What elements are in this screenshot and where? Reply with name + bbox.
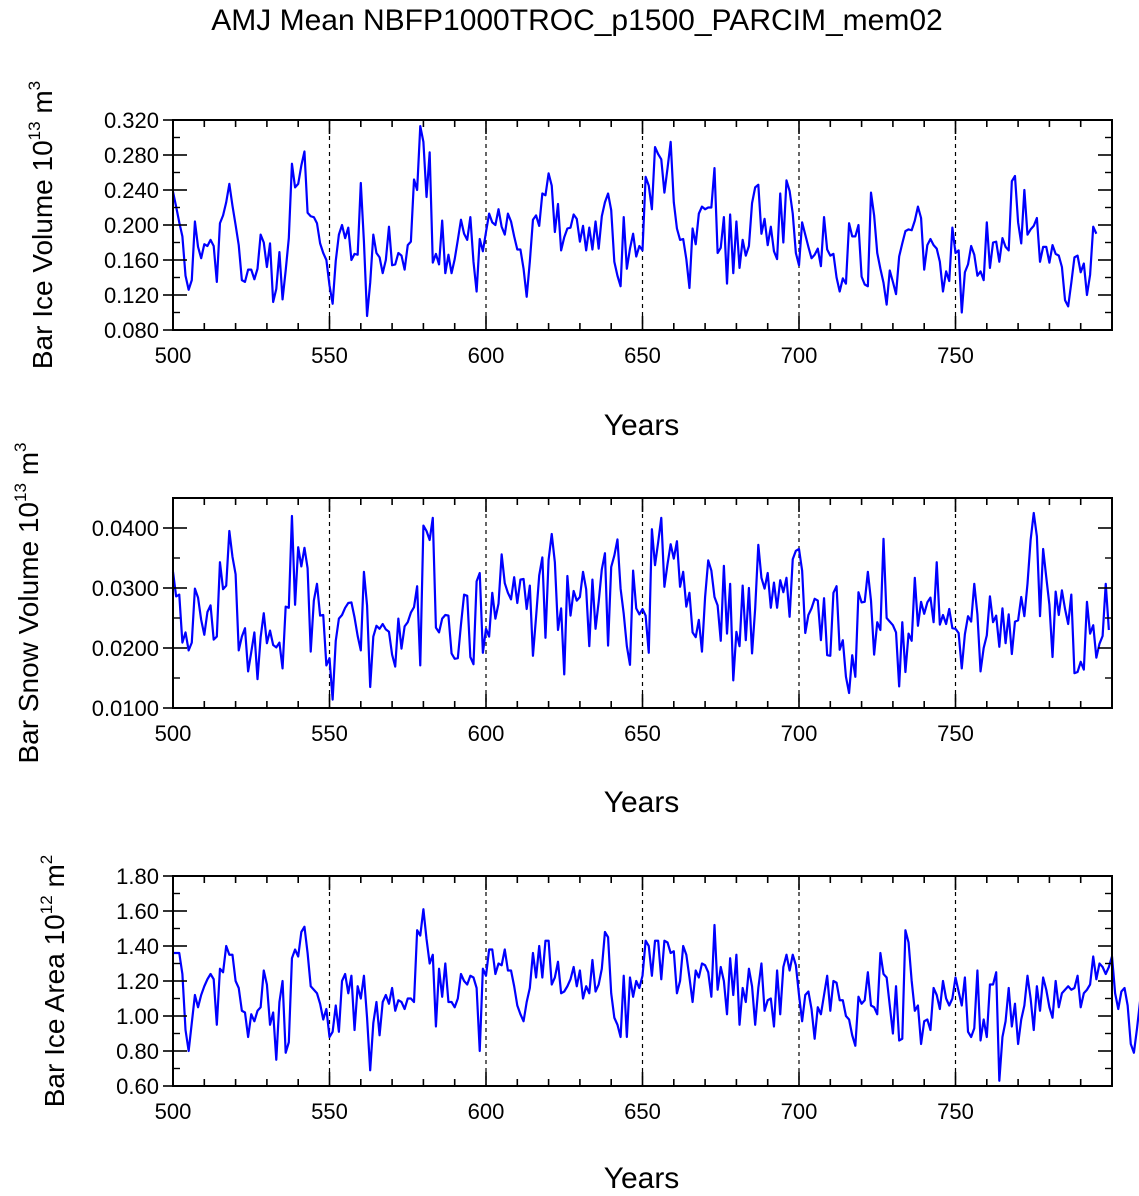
x-tick-label: 750 bbox=[937, 1099, 974, 1124]
figure-title: AMJ Mean NBFP1000TROC_p1500_PARCIM_mem02 bbox=[211, 4, 942, 37]
y-tick-label: 0.0400 bbox=[92, 516, 159, 541]
x-tick-label: 650 bbox=[624, 343, 661, 368]
y-tick-label: 0.160 bbox=[104, 248, 159, 273]
x-tick-label: 550 bbox=[311, 721, 348, 746]
x-tick-label: 500 bbox=[155, 1099, 192, 1124]
y-tick-label: 0.120 bbox=[104, 283, 159, 308]
y-axis-label: Bar Snow Volume 1013 m3 bbox=[11, 443, 44, 764]
x-tick-label: 700 bbox=[781, 721, 818, 746]
panel-1: 500 550 600 650 700 750 0.080 0.120 0.160 0.200 0.… bbox=[25, 81, 1113, 442]
x-tick-label: 700 bbox=[781, 1099, 818, 1124]
y-tick-label: 1.80 bbox=[116, 864, 159, 889]
x-tick-label: 700 bbox=[781, 343, 818, 368]
y-tick-label: 0.80 bbox=[116, 1039, 159, 1064]
y-tick-label: 0.320 bbox=[104, 108, 159, 133]
x-tick-label: 500 bbox=[155, 343, 192, 368]
y-tick-label: 0.240 bbox=[104, 178, 159, 203]
y-tick-label: 1.40 bbox=[116, 934, 159, 959]
series-line bbox=[173, 908, 1139, 1082]
y-tick-label: 1.00 bbox=[116, 1004, 159, 1029]
x-axis-label: Years bbox=[604, 786, 680, 819]
x-tick-label: 650 bbox=[624, 1099, 661, 1124]
y-axis-label: Bar Ice Volume 1013 m3 bbox=[25, 81, 58, 369]
y-tick-label: 0.0300 bbox=[92, 576, 159, 601]
y-tick-label: 0.200 bbox=[104, 213, 159, 238]
x-tick-label: 600 bbox=[468, 721, 505, 746]
panel-2: 500 550 600 650 700 750 0.0100 0.0200 0.0300 0.04… bbox=[11, 443, 1113, 819]
x-axis-label: Years bbox=[604, 1162, 680, 1195]
y-tick-label: 1.20 bbox=[116, 969, 159, 994]
x-tick-label: 550 bbox=[311, 1099, 348, 1124]
y-tick-label: 0.0100 bbox=[92, 696, 159, 721]
x-tick-label: 750 bbox=[937, 721, 974, 746]
y-axis-label: Bar Ice Area 1012 m2 bbox=[37, 855, 70, 1108]
y-tick-label: 0.60 bbox=[116, 1074, 159, 1099]
y-tick-label: 0.280 bbox=[104, 143, 159, 168]
x-tick-label: 600 bbox=[468, 1099, 505, 1124]
x-tick-label: 600 bbox=[468, 343, 505, 368]
y-tick-label: 0.080 bbox=[104, 318, 159, 343]
x-axis-label: Years bbox=[604, 409, 680, 442]
panel-3: 500 550 600 650 700 750 0.60 0.80 1.00 1.20 1.40 1.… bbox=[37, 855, 1139, 1195]
y-tick-label: 1.60 bbox=[116, 899, 159, 924]
x-tick-label: 650 bbox=[624, 721, 661, 746]
y-tick-label: 0.0200 bbox=[92, 636, 159, 661]
x-tick-label: 500 bbox=[155, 721, 192, 746]
x-tick-label: 750 bbox=[937, 343, 974, 368]
series-line bbox=[171, 125, 1098, 318]
x-tick-label: 550 bbox=[311, 343, 348, 368]
series-line bbox=[171, 511, 1110, 701]
